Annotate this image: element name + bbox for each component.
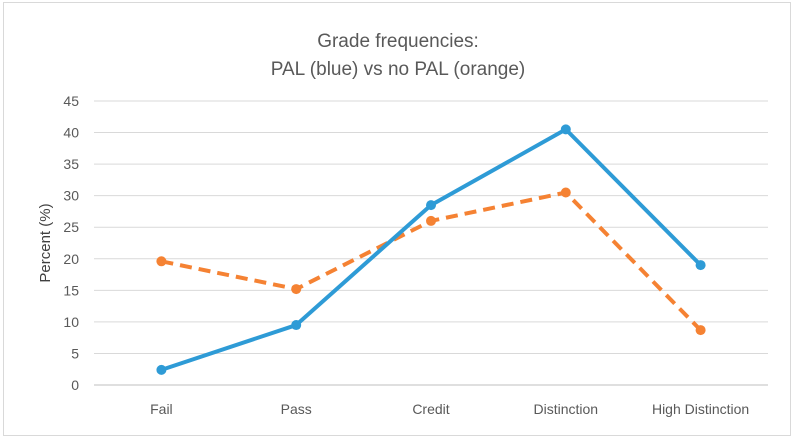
data-point-no-pal: [426, 215, 436, 226]
x-tick-label: High Distinction: [652, 401, 749, 417]
y-axis-label: Percent (%): [37, 203, 54, 282]
chart-frame: [3, 2, 791, 436]
data-point-pal: [291, 320, 302, 331]
data-point-no-pal: [560, 187, 571, 198]
data-point-pal: [695, 260, 706, 271]
y-tick-label: 40: [63, 125, 79, 141]
x-tick-label: Pass: [281, 401, 312, 417]
data-point-pal: [426, 200, 436, 211]
data-point-no-pal: [291, 284, 302, 295]
y-tick-label: 30: [63, 188, 79, 204]
chart-title-line-1: Grade frequencies:: [317, 31, 479, 52]
data-point-no-pal: [695, 325, 706, 336]
y-tick-label: 0: [71, 377, 79, 393]
y-tick-label: 10: [63, 314, 79, 330]
chart-title-line-2: PAL (blue) vs no PAL (orange): [271, 59, 526, 80]
data-point-pal: [560, 124, 571, 135]
x-tick-label: Distinction: [534, 401, 599, 417]
series-line-no-pal: [160, 190, 703, 332]
data-point-pal: [156, 364, 167, 375]
y-tick-label: 15: [63, 282, 79, 298]
y-tick-label: 25: [63, 219, 79, 235]
y-tick-label: 5: [71, 345, 79, 361]
data-point-no-pal: [156, 256, 167, 267]
x-tick-label: Credit: [412, 401, 449, 417]
y-tick-label: 20: [63, 251, 79, 267]
y-tick-label: 45: [63, 93, 79, 109]
x-tick-label: Fail: [150, 401, 173, 417]
y-tick-label: 35: [63, 156, 79, 172]
